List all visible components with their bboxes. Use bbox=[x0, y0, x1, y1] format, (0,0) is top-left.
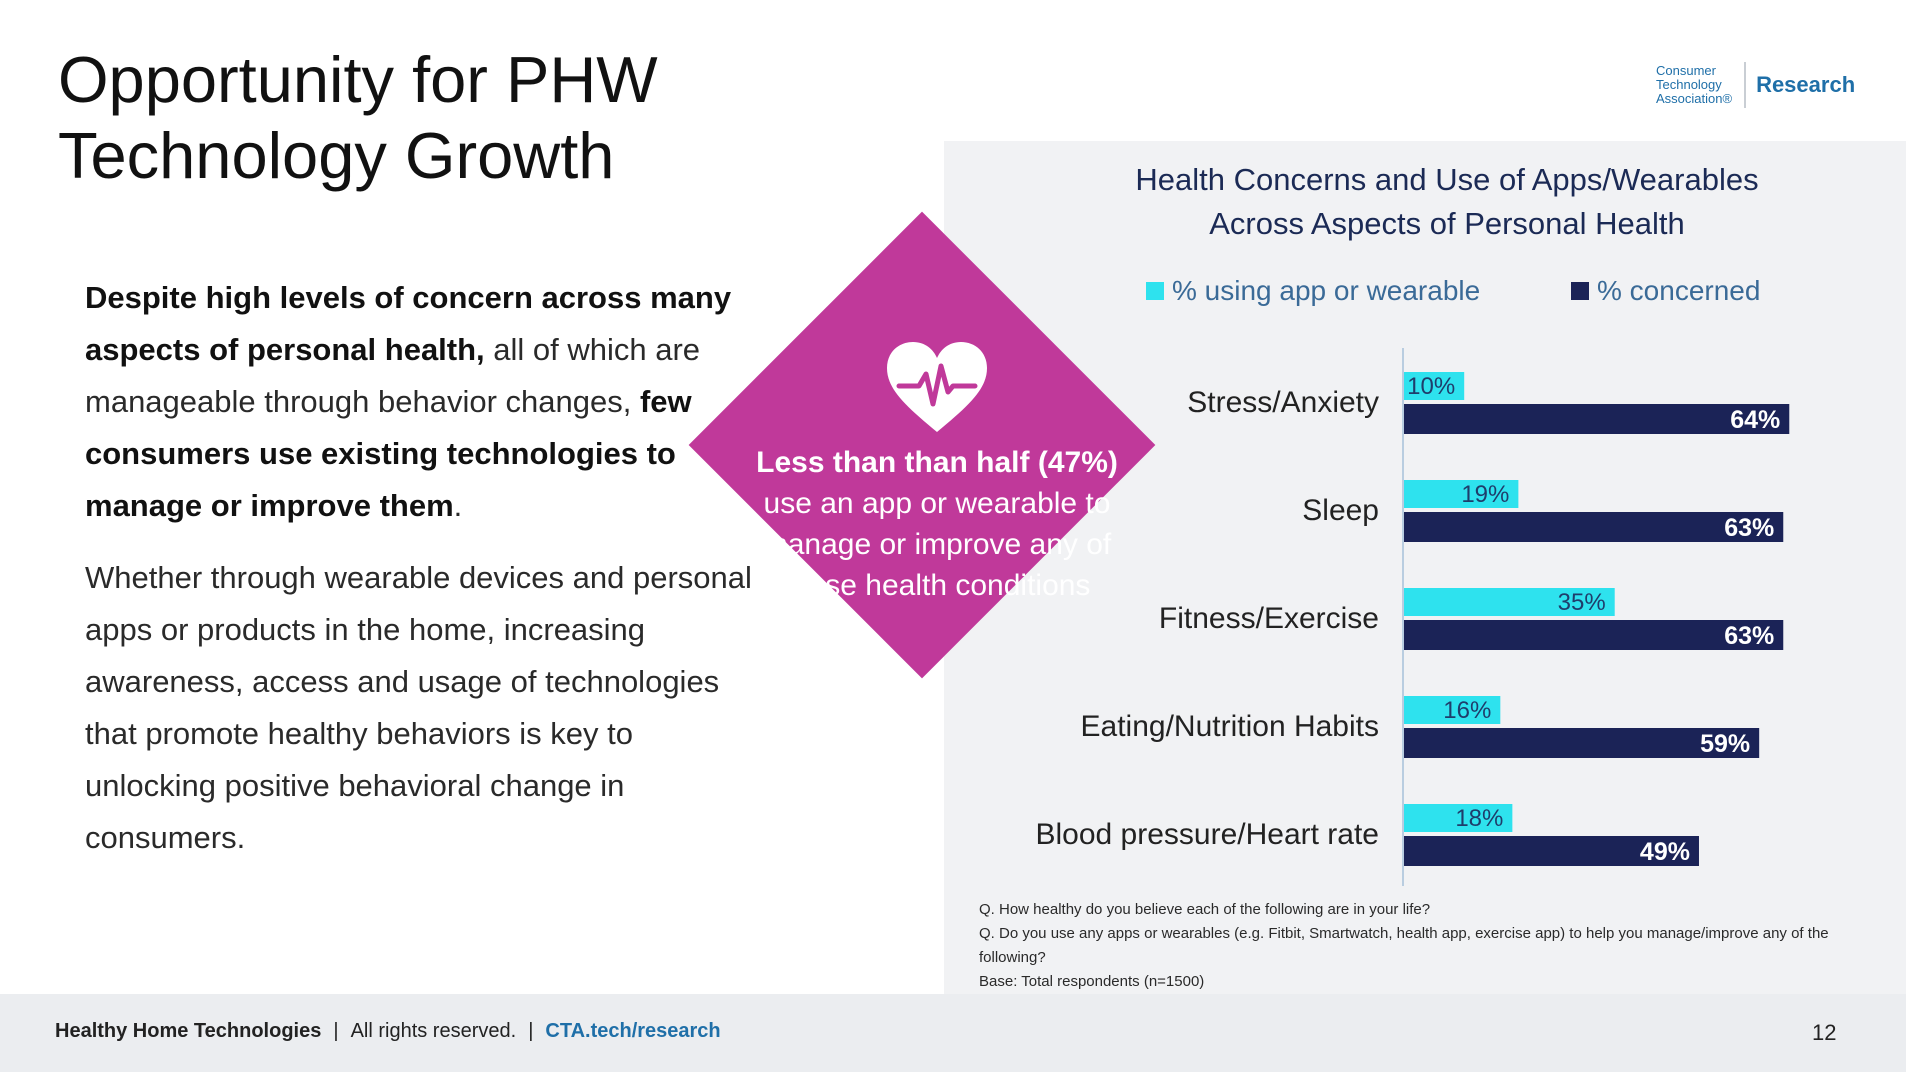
footer-rights: All rights reserved. bbox=[350, 1020, 517, 1042]
cta-research-logo: Consumer Technology Association® Researc… bbox=[1656, 60, 1855, 110]
footer-research-link[interactable]: CTA.tech/research bbox=[545, 1020, 721, 1042]
bar-using bbox=[1404, 372, 1465, 400]
callout-box: Less than than half (47%) use an app or … bbox=[737, 340, 1137, 606]
bar-using bbox=[1404, 588, 1615, 616]
bar-using bbox=[1404, 480, 1519, 508]
note-question-1: Q. How healthy do you believe each of th… bbox=[979, 901, 1431, 918]
footer-text: Healthy Home Technologies | All rights res… bbox=[55, 1020, 721, 1043]
data-label-concerned: 64% bbox=[1730, 406, 1780, 434]
category-label: Blood pressure/Heart rate bbox=[1035, 818, 1379, 851]
category-label: Eating/Nutrition Habits bbox=[1081, 710, 1379, 743]
footer-separator: | bbox=[528, 1020, 534, 1042]
legend-item-concerned: % concerned bbox=[1571, 275, 1760, 307]
body-text: Despite high levels of concern across ma… bbox=[85, 272, 765, 884]
bar-using bbox=[1404, 804, 1513, 832]
data-label-using: 16% bbox=[1443, 697, 1491, 724]
body-normal-text: all of which are manageable through beha… bbox=[85, 332, 701, 419]
data-label-concerned: 63% bbox=[1724, 622, 1774, 650]
heart-rate-icon bbox=[887, 342, 987, 432]
logo-research-label: Research bbox=[1756, 72, 1856, 97]
legend-swatch-using bbox=[1146, 282, 1164, 300]
legend-label-using: % using app or wearable bbox=[1172, 275, 1481, 306]
slide-title: Opportunity for PHW Technology Growth bbox=[58, 43, 658, 192]
legend-item-using: % using app or wearable bbox=[1146, 275, 1480, 307]
data-label-using: 35% bbox=[1558, 589, 1606, 616]
bar-concerned bbox=[1404, 404, 1790, 434]
body-paragraph-2: Whether through wearable devices and per… bbox=[85, 560, 752, 855]
footer-brand: Healthy Home Technologies bbox=[55, 1020, 322, 1042]
data-label-concerned: 63% bbox=[1724, 514, 1774, 542]
bar-concerned bbox=[1404, 620, 1784, 650]
data-label-concerned: 49% bbox=[1640, 838, 1690, 866]
footer: Healthy Home Technologies | All rights res… bbox=[0, 994, 1906, 1072]
logo-organization: Consumer Technology Association® bbox=[1656, 63, 1733, 106]
chart-title: Health Concerns and Use of Apps/Wearable… bbox=[1135, 162, 1759, 241]
note-base: Base: Total respondents (n=1500) bbox=[979, 973, 1205, 990]
note-question-2: Q. Do you use any apps or wearables (e.g… bbox=[979, 925, 1829, 966]
data-label-concerned: 59% bbox=[1700, 730, 1750, 758]
category-label: Fitness/Exercise bbox=[1159, 602, 1379, 635]
data-label-using: 10% bbox=[1407, 373, 1455, 400]
legend-label-concerned: % concerned bbox=[1597, 275, 1761, 306]
body-bold-lead: Despite high levels of concern across ma… bbox=[85, 280, 732, 367]
bar-concerned bbox=[1404, 512, 1784, 542]
data-label-using: 19% bbox=[1461, 481, 1509, 508]
survey-notes: Q. How healthy do you believe each of th… bbox=[979, 898, 1889, 994]
body-paragraph-1: Despite high levels of concern across ma… bbox=[85, 272, 765, 532]
bar-concerned bbox=[1404, 728, 1760, 758]
logo-divider bbox=[1744, 62, 1747, 108]
page-number: 12 bbox=[1812, 1020, 1837, 1045]
callout-text: use an app or wearable to manage or impr… bbox=[762, 487, 1112, 602]
category-label: Stress/Anxiety bbox=[1187, 386, 1379, 419]
data-label-using: 18% bbox=[1455, 805, 1503, 832]
bar-using bbox=[1404, 696, 1501, 724]
body-bold-conclusion: few consumers use existing technologies … bbox=[85, 384, 692, 523]
body-period: . bbox=[453, 488, 463, 523]
category-label: Sleep bbox=[1302, 494, 1379, 527]
bar-concerned bbox=[1404, 836, 1699, 866]
footer-separator: | bbox=[333, 1020, 339, 1042]
legend-swatch-concerned bbox=[1571, 282, 1589, 300]
bar-chart: Stress/Anxiety 10% 64% Sleep 19% 63% Fitness/E… bbox=[1035, 348, 1790, 886]
callout-headline: Less than than half (47%) bbox=[756, 446, 1118, 479]
